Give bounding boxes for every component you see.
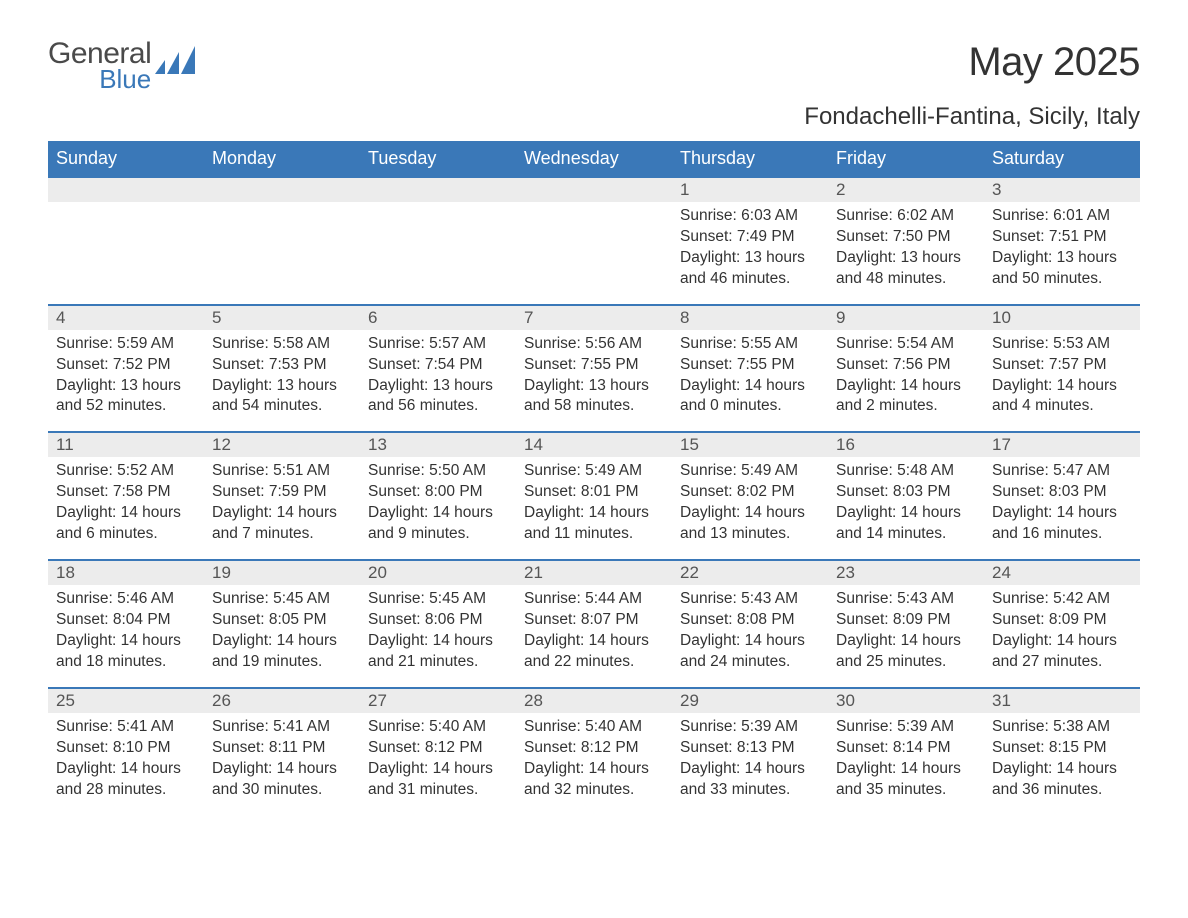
day-number: 2 — [828, 177, 984, 202]
day-number: 21 — [516, 560, 672, 585]
day-number-row: 45678910 — [48, 305, 1140, 330]
month-title: May 2025 — [804, 40, 1140, 85]
day-number: 7 — [516, 305, 672, 330]
day-number: 26 — [204, 688, 360, 713]
day-details: Sunrise: 5:41 AMSunset: 8:10 PMDaylight:… — [48, 713, 204, 815]
day-details: Sunrise: 6:02 AMSunset: 7:50 PMDaylight:… — [828, 202, 984, 305]
day-details: Sunrise: 6:03 AMSunset: 7:49 PMDaylight:… — [672, 202, 828, 305]
weekday-header: Monday — [204, 141, 360, 177]
day-details: Sunrise: 5:42 AMSunset: 8:09 PMDaylight:… — [984, 585, 1140, 688]
day-number: 31 — [984, 688, 1140, 713]
day-details: Sunrise: 5:44 AMSunset: 8:07 PMDaylight:… — [516, 585, 672, 688]
day-details: Sunrise: 5:40 AMSunset: 8:12 PMDaylight:… — [516, 713, 672, 815]
day-number-empty — [48, 177, 204, 202]
day-details: Sunrise: 5:50 AMSunset: 8:00 PMDaylight:… — [360, 457, 516, 560]
day-number: 15 — [672, 432, 828, 457]
day-details: Sunrise: 5:57 AMSunset: 7:54 PMDaylight:… — [360, 330, 516, 433]
day-details: Sunrise: 5:40 AMSunset: 8:12 PMDaylight:… — [360, 713, 516, 815]
day-details: Sunrise: 5:46 AMSunset: 8:04 PMDaylight:… — [48, 585, 204, 688]
header: General Blue May 2025 Fondachelli-Fantin… — [48, 40, 1140, 131]
weekday-header: Sunday — [48, 141, 204, 177]
day-number: 8 — [672, 305, 828, 330]
weekday-header: Friday — [828, 141, 984, 177]
day-details: Sunrise: 5:49 AMSunset: 8:01 PMDaylight:… — [516, 457, 672, 560]
day-number: 25 — [48, 688, 204, 713]
weekday-header-row: SundayMondayTuesdayWednesdayThursdayFrid… — [48, 141, 1140, 177]
day-details-empty — [516, 202, 672, 305]
day-details-row: Sunrise: 5:59 AMSunset: 7:52 PMDaylight:… — [48, 330, 1140, 433]
day-number: 6 — [360, 305, 516, 330]
day-details: Sunrise: 5:39 AMSunset: 8:14 PMDaylight:… — [828, 713, 984, 815]
day-details: Sunrise: 5:59 AMSunset: 7:52 PMDaylight:… — [48, 330, 204, 433]
weekday-header: Saturday — [984, 141, 1140, 177]
day-number-row: 11121314151617 — [48, 432, 1140, 457]
day-details: Sunrise: 5:43 AMSunset: 8:08 PMDaylight:… — [672, 585, 828, 688]
day-number-empty — [516, 177, 672, 202]
day-details: Sunrise: 5:47 AMSunset: 8:03 PMDaylight:… — [984, 457, 1140, 560]
day-details-empty — [360, 202, 516, 305]
day-details: Sunrise: 5:45 AMSunset: 8:06 PMDaylight:… — [360, 585, 516, 688]
day-number: 27 — [360, 688, 516, 713]
day-number: 29 — [672, 688, 828, 713]
brand-bars-icon — [155, 46, 199, 74]
day-details: Sunrise: 5:58 AMSunset: 7:53 PMDaylight:… — [204, 330, 360, 433]
day-number-row: 18192021222324 — [48, 560, 1140, 585]
day-details: Sunrise: 5:41 AMSunset: 8:11 PMDaylight:… — [204, 713, 360, 815]
day-number: 14 — [516, 432, 672, 457]
day-number: 23 — [828, 560, 984, 585]
day-details: Sunrise: 6:01 AMSunset: 7:51 PMDaylight:… — [984, 202, 1140, 305]
day-details-empty — [48, 202, 204, 305]
day-number: 13 — [360, 432, 516, 457]
day-number: 12 — [204, 432, 360, 457]
title-block: May 2025 Fondachelli-Fantina, Sicily, It… — [804, 40, 1140, 131]
day-details: Sunrise: 5:48 AMSunset: 8:03 PMDaylight:… — [828, 457, 984, 560]
day-number: 3 — [984, 177, 1140, 202]
day-number: 28 — [516, 688, 672, 713]
day-number: 24 — [984, 560, 1140, 585]
day-number: 19 — [204, 560, 360, 585]
calendar-table: SundayMondayTuesdayWednesdayThursdayFrid… — [48, 141, 1140, 814]
day-number: 9 — [828, 305, 984, 330]
day-details: Sunrise: 5:49 AMSunset: 8:02 PMDaylight:… — [672, 457, 828, 560]
day-details: Sunrise: 5:39 AMSunset: 8:13 PMDaylight:… — [672, 713, 828, 815]
day-details-row: Sunrise: 5:41 AMSunset: 8:10 PMDaylight:… — [48, 713, 1140, 815]
brand-text: General Blue — [48, 40, 151, 91]
day-number-row: 123 — [48, 177, 1140, 202]
day-number: 4 — [48, 305, 204, 330]
day-number-empty — [204, 177, 360, 202]
day-number: 20 — [360, 560, 516, 585]
brand-name-2: Blue — [48, 67, 151, 92]
day-number: 17 — [984, 432, 1140, 457]
day-number: 18 — [48, 560, 204, 585]
day-number: 11 — [48, 432, 204, 457]
day-details: Sunrise: 5:52 AMSunset: 7:58 PMDaylight:… — [48, 457, 204, 560]
day-number-empty — [360, 177, 516, 202]
day-details: Sunrise: 5:43 AMSunset: 8:09 PMDaylight:… — [828, 585, 984, 688]
day-number: 5 — [204, 305, 360, 330]
day-details-row: Sunrise: 5:46 AMSunset: 8:04 PMDaylight:… — [48, 585, 1140, 688]
weekday-header: Thursday — [672, 141, 828, 177]
day-details: Sunrise: 5:51 AMSunset: 7:59 PMDaylight:… — [204, 457, 360, 560]
weekday-header: Wednesday — [516, 141, 672, 177]
day-details: Sunrise: 5:45 AMSunset: 8:05 PMDaylight:… — [204, 585, 360, 688]
day-details: Sunrise: 5:54 AMSunset: 7:56 PMDaylight:… — [828, 330, 984, 433]
day-number: 1 — [672, 177, 828, 202]
day-details: Sunrise: 5:56 AMSunset: 7:55 PMDaylight:… — [516, 330, 672, 433]
day-number-row: 25262728293031 — [48, 688, 1140, 713]
day-details: Sunrise: 5:55 AMSunset: 7:55 PMDaylight:… — [672, 330, 828, 433]
day-details-row: Sunrise: 6:03 AMSunset: 7:49 PMDaylight:… — [48, 202, 1140, 305]
day-number: 30 — [828, 688, 984, 713]
brand-logo: General Blue — [48, 40, 199, 91]
day-details-empty — [204, 202, 360, 305]
day-details: Sunrise: 5:53 AMSunset: 7:57 PMDaylight:… — [984, 330, 1140, 433]
weekday-header: Tuesday — [360, 141, 516, 177]
day-number: 22 — [672, 560, 828, 585]
day-details-row: Sunrise: 5:52 AMSunset: 7:58 PMDaylight:… — [48, 457, 1140, 560]
day-number: 16 — [828, 432, 984, 457]
day-number: 10 — [984, 305, 1140, 330]
day-details: Sunrise: 5:38 AMSunset: 8:15 PMDaylight:… — [984, 713, 1140, 815]
location: Fondachelli-Fantina, Sicily, Italy — [804, 103, 1140, 131]
